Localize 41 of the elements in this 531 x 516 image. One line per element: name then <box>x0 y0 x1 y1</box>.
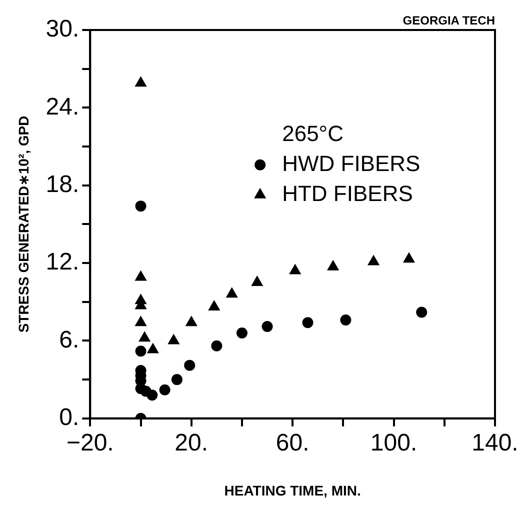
point <box>340 314 352 326</box>
x-tick-label: 20. <box>174 429 208 456</box>
x-axis-title: HEATING TIME, MIN. <box>224 482 361 498</box>
y-tick-label: 0. <box>59 404 80 432</box>
y-tick-label: 18. <box>46 170 80 198</box>
point <box>368 255 380 266</box>
point <box>262 320 273 332</box>
legend-label: HWD FIBERS <box>282 150 420 176</box>
point <box>135 316 146 326</box>
point <box>403 252 415 263</box>
x-tick-label: 60. <box>276 429 310 456</box>
point <box>184 360 196 371</box>
point <box>327 260 339 270</box>
point <box>289 264 301 274</box>
point <box>138 332 150 342</box>
text: GEORGIA TECH <box>402 13 495 28</box>
point <box>416 306 428 318</box>
point <box>159 384 170 396</box>
point <box>168 334 180 344</box>
point <box>302 317 314 328</box>
point <box>171 374 182 386</box>
legend-label: HTD FIBERS <box>282 180 413 206</box>
x-tick-label: 140. <box>472 429 518 456</box>
legend-title: 265°C <box>282 120 344 146</box>
point <box>226 288 238 298</box>
point <box>208 300 220 311</box>
y-axis-title: STRESS GENERATED∗10², GPD <box>15 116 32 333</box>
point <box>251 276 263 286</box>
y-tick-label: 12. <box>46 248 80 276</box>
point <box>147 343 159 354</box>
x-tick-label: 100. <box>370 429 418 456</box>
point <box>135 346 146 357</box>
point <box>236 327 248 338</box>
y-tick-label: 30. <box>46 16 80 43</box>
point <box>135 270 146 281</box>
point <box>186 316 198 326</box>
point <box>146 390 158 401</box>
y-tick-label: 24. <box>46 93 80 120</box>
point <box>211 340 222 352</box>
y-tick-label: 6. <box>59 326 80 354</box>
x-tick-label: −20. <box>66 429 114 456</box>
